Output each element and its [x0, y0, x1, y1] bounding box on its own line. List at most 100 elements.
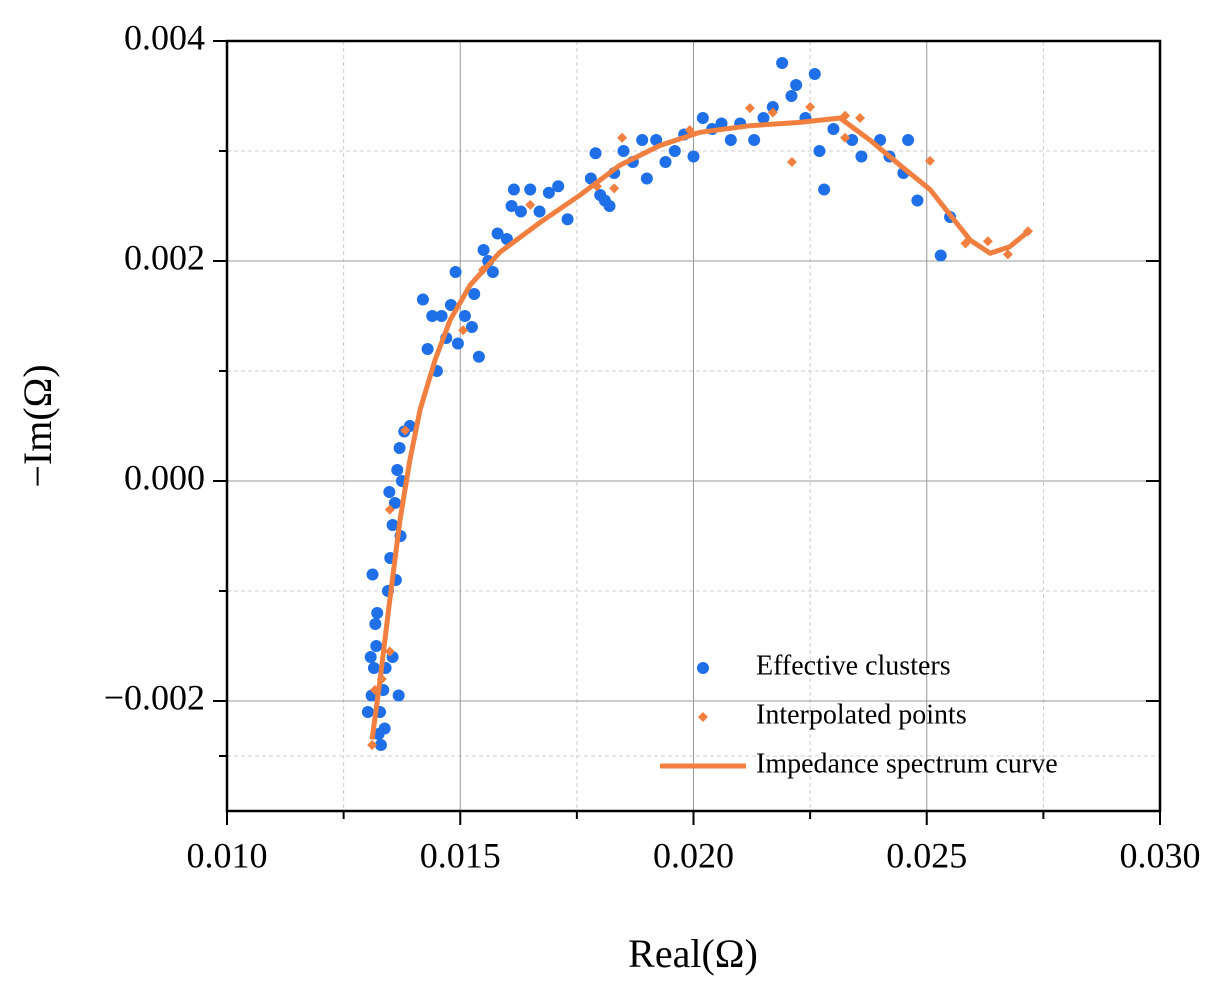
data-point — [640, 172, 653, 185]
data-point — [505, 200, 518, 212]
data-point — [384, 646, 395, 657]
data-point — [386, 519, 399, 531]
data-point — [744, 103, 755, 114]
data-point — [393, 442, 406, 454]
data-point — [748, 134, 761, 146]
data-point — [911, 194, 924, 207]
data-point — [491, 227, 504, 240]
data-point — [805, 102, 816, 112]
data-point — [400, 425, 411, 436]
data-point — [392, 689, 405, 702]
data-point — [370, 640, 383, 652]
data-point — [925, 155, 936, 166]
data-point — [687, 150, 700, 163]
data-point — [603, 200, 616, 212]
data-point — [524, 183, 537, 196]
data-point — [855, 150, 868, 163]
data-point — [371, 607, 384, 619]
data-point — [465, 321, 478, 333]
data-point — [609, 183, 620, 194]
data-point — [659, 156, 672, 168]
data-point — [668, 145, 681, 157]
data-point — [827, 123, 840, 135]
data-point — [552, 180, 565, 193]
data-point — [388, 497, 401, 509]
data-point — [361, 706, 374, 718]
x-axis-label: Real(Ω) — [628, 931, 758, 976]
data-point — [426, 310, 439, 322]
data-point — [533, 205, 546, 218]
data-point — [542, 186, 555, 199]
data-point — [724, 134, 737, 146]
data-point — [1002, 249, 1013, 260]
legend-swatch — [697, 662, 709, 674]
data-point — [435, 310, 448, 322]
data-point — [818, 183, 831, 196]
data-point — [813, 145, 826, 157]
data-point — [507, 183, 520, 196]
data-point — [449, 266, 462, 278]
data-point — [374, 739, 387, 751]
data-point — [416, 293, 429, 306]
data-point — [444, 299, 457, 311]
data-point — [785, 90, 798, 102]
x-tick-label: 0.020 — [653, 835, 734, 875]
data-point — [421, 343, 434, 355]
y-tick-label: 0.000 — [124, 457, 205, 497]
data-point — [617, 145, 630, 157]
data-point — [486, 266, 499, 278]
y-tick-label: 0.002 — [124, 237, 205, 277]
data-point — [589, 147, 602, 160]
data-point — [472, 350, 485, 363]
data-point — [369, 618, 382, 630]
x-tick-label: 0.015 — [420, 835, 501, 875]
data-point — [367, 662, 380, 674]
data-point — [468, 288, 481, 300]
data-line — [369, 115, 1032, 740]
data-point — [790, 79, 803, 91]
data-point — [757, 112, 770, 124]
data-point — [934, 249, 947, 262]
legend-label: Effective clusters — [756, 650, 951, 681]
y-tick-label: −0.002 — [104, 677, 205, 717]
data-point — [378, 722, 391, 735]
data-point — [766, 101, 779, 113]
data-point — [384, 504, 395, 515]
data-point — [364, 651, 377, 663]
data-point — [715, 117, 728, 130]
x-tick-label: 0.025 — [886, 835, 967, 875]
data-point — [982, 236, 993, 247]
legend-swatch — [698, 712, 708, 722]
data-point — [650, 134, 663, 146]
legend-label: Impedance spectrum curve — [756, 748, 1058, 779]
data-point — [696, 112, 709, 124]
data-point — [584, 172, 597, 185]
data-point — [477, 244, 490, 256]
y-axis-label: −Im(Ω) — [15, 364, 60, 487]
y-tick-label: 0.004 — [124, 17, 205, 57]
data-point — [458, 325, 469, 336]
data-point — [458, 310, 471, 322]
data-point — [514, 205, 527, 218]
data-point — [636, 134, 649, 146]
data-point — [391, 464, 404, 476]
data-point — [617, 132, 628, 143]
data-point — [840, 132, 851, 143]
data-point — [451, 337, 464, 350]
legend-label: Interpolated points — [756, 699, 967, 730]
data-point — [366, 568, 379, 581]
data-point — [367, 740, 378, 750]
data-point — [902, 134, 915, 146]
x-tick-label: 0.010 — [187, 835, 268, 875]
x-tick-label: 0.030 — [1120, 835, 1201, 875]
data-point — [808, 68, 821, 80]
data-point — [855, 113, 866, 123]
data-point — [383, 486, 396, 498]
plot-frame — [225, 39, 1162, 813]
data-point — [561, 213, 574, 226]
data-point — [786, 157, 797, 167]
data-point — [767, 107, 778, 118]
data-point — [776, 57, 789, 69]
data-point — [525, 199, 536, 210]
